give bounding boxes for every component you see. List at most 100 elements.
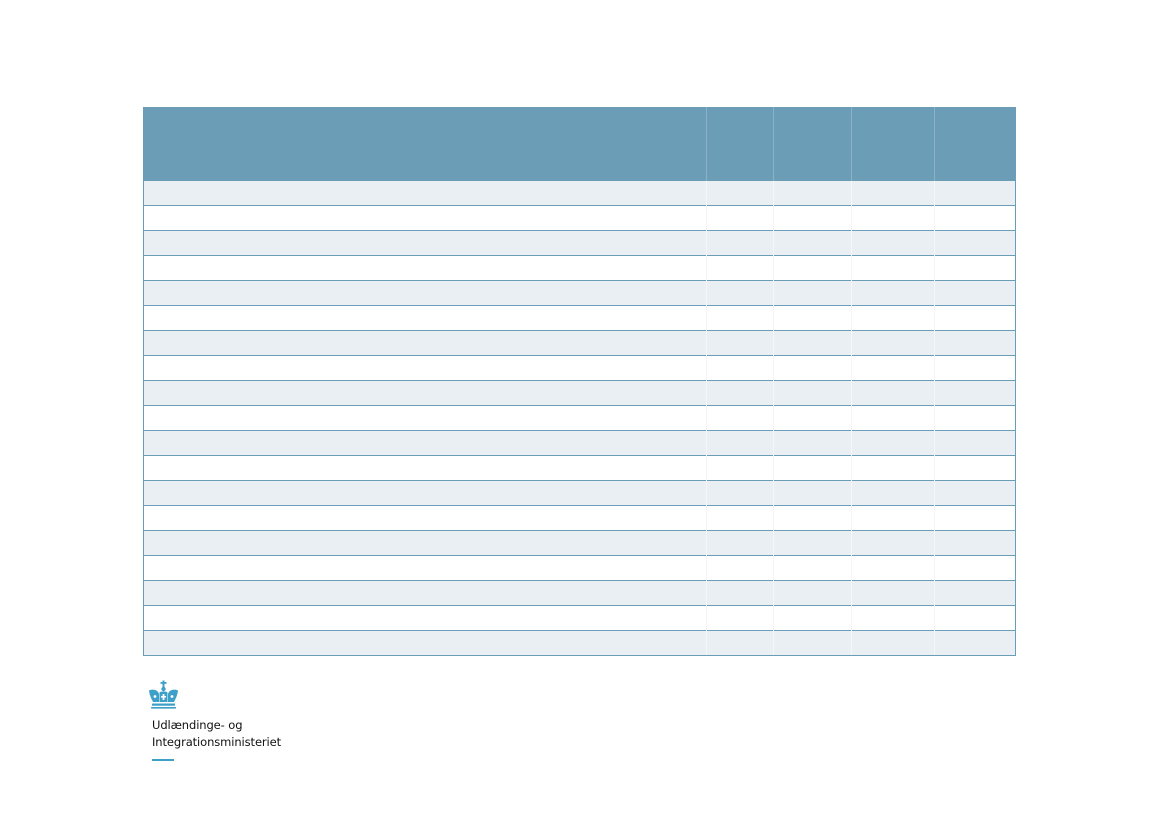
table-cell	[705, 630, 773, 655]
table-row	[144, 530, 1015, 556]
table-cell	[850, 280, 934, 306]
header-cell	[705, 107, 773, 181]
table-cell	[850, 230, 934, 256]
table-cell	[705, 255, 773, 281]
table-row	[144, 330, 1015, 356]
table-cell	[850, 630, 934, 655]
table-row	[144, 305, 1015, 331]
table-cell	[705, 230, 773, 256]
table-cell	[772, 230, 851, 256]
table-cell	[705, 405, 773, 431]
table-cell	[705, 530, 773, 556]
table-cell	[933, 530, 1015, 556]
table-row	[144, 280, 1015, 306]
table-row	[144, 380, 1015, 406]
table-row	[144, 630, 1015, 655]
header-cell	[850, 107, 934, 181]
table-cell	[850, 505, 934, 531]
table-cell	[772, 630, 851, 655]
table-cell	[772, 555, 851, 581]
table-body	[144, 181, 1015, 655]
table-cell	[144, 605, 706, 631]
table-cell	[933, 330, 1015, 356]
table-cell	[144, 280, 706, 306]
ministry-name-line2: Integrationsministeriet	[152, 735, 282, 749]
table-cell	[850, 255, 934, 281]
table-cell	[933, 380, 1015, 406]
table-cell	[144, 305, 706, 331]
table-row	[144, 230, 1015, 256]
table-cell	[850, 480, 934, 506]
table-cell	[772, 255, 851, 281]
table-cell	[772, 280, 851, 306]
table-row	[144, 580, 1015, 606]
table-cell	[850, 205, 934, 231]
table-cell	[772, 530, 851, 556]
header-row	[144, 107, 1015, 181]
table-cell	[933, 405, 1015, 431]
table-cell	[705, 480, 773, 506]
table-cell	[850, 330, 934, 356]
table-cell	[144, 505, 706, 531]
table-cell	[850, 580, 934, 606]
table-row	[144, 205, 1015, 231]
header-cell	[772, 107, 851, 181]
table-cell	[144, 230, 706, 256]
table-cell	[705, 280, 773, 306]
table-cell	[144, 480, 706, 506]
table-cell	[705, 380, 773, 406]
table-row	[144, 605, 1015, 631]
table-row	[144, 255, 1015, 281]
table-cell	[144, 530, 706, 556]
table-cell	[850, 455, 934, 481]
table-cell	[772, 580, 851, 606]
table-cell	[933, 430, 1015, 456]
table-cell	[933, 505, 1015, 531]
table-cell	[772, 480, 851, 506]
table-cell	[772, 380, 851, 406]
table-cell	[705, 330, 773, 356]
table-cell	[705, 605, 773, 631]
table-cell	[772, 181, 851, 206]
table-row	[144, 405, 1015, 431]
table-cell	[772, 330, 851, 356]
table-cell	[705, 205, 773, 231]
header-cell	[144, 107, 706, 181]
table-row	[144, 555, 1015, 581]
table-cell	[144, 555, 706, 581]
table-row	[144, 455, 1015, 481]
table-cell	[933, 355, 1015, 381]
table-cell	[144, 580, 706, 606]
ministry-name: Udlændinge- og Integrationsministeriet	[152, 717, 281, 751]
table-cell	[850, 605, 934, 631]
table-cell	[144, 355, 706, 381]
table-cell	[850, 355, 934, 381]
table-cell	[850, 181, 934, 206]
table-cell	[705, 430, 773, 456]
table-cell	[772, 430, 851, 456]
table-cell	[933, 205, 1015, 231]
accent-underline	[152, 759, 174, 761]
table-cell	[933, 605, 1015, 631]
table-cell	[850, 405, 934, 431]
table-cell	[933, 230, 1015, 256]
table-row	[144, 505, 1015, 531]
table-cell	[933, 580, 1015, 606]
data-table	[144, 107, 1015, 655]
table-cell	[144, 205, 706, 231]
table-cell	[144, 255, 706, 281]
table-cell	[705, 580, 773, 606]
table-cell	[850, 430, 934, 456]
table-cell	[144, 430, 706, 456]
table-cell	[933, 630, 1015, 655]
table-row	[144, 355, 1015, 381]
table-cell	[933, 480, 1015, 506]
table-cell	[933, 280, 1015, 306]
data-table-container	[143, 107, 1016, 656]
table-header	[144, 107, 1015, 181]
table-row	[144, 181, 1015, 206]
table-cell	[144, 330, 706, 356]
table-cell	[705, 181, 773, 206]
table-cell	[705, 505, 773, 531]
table-row	[144, 430, 1015, 456]
